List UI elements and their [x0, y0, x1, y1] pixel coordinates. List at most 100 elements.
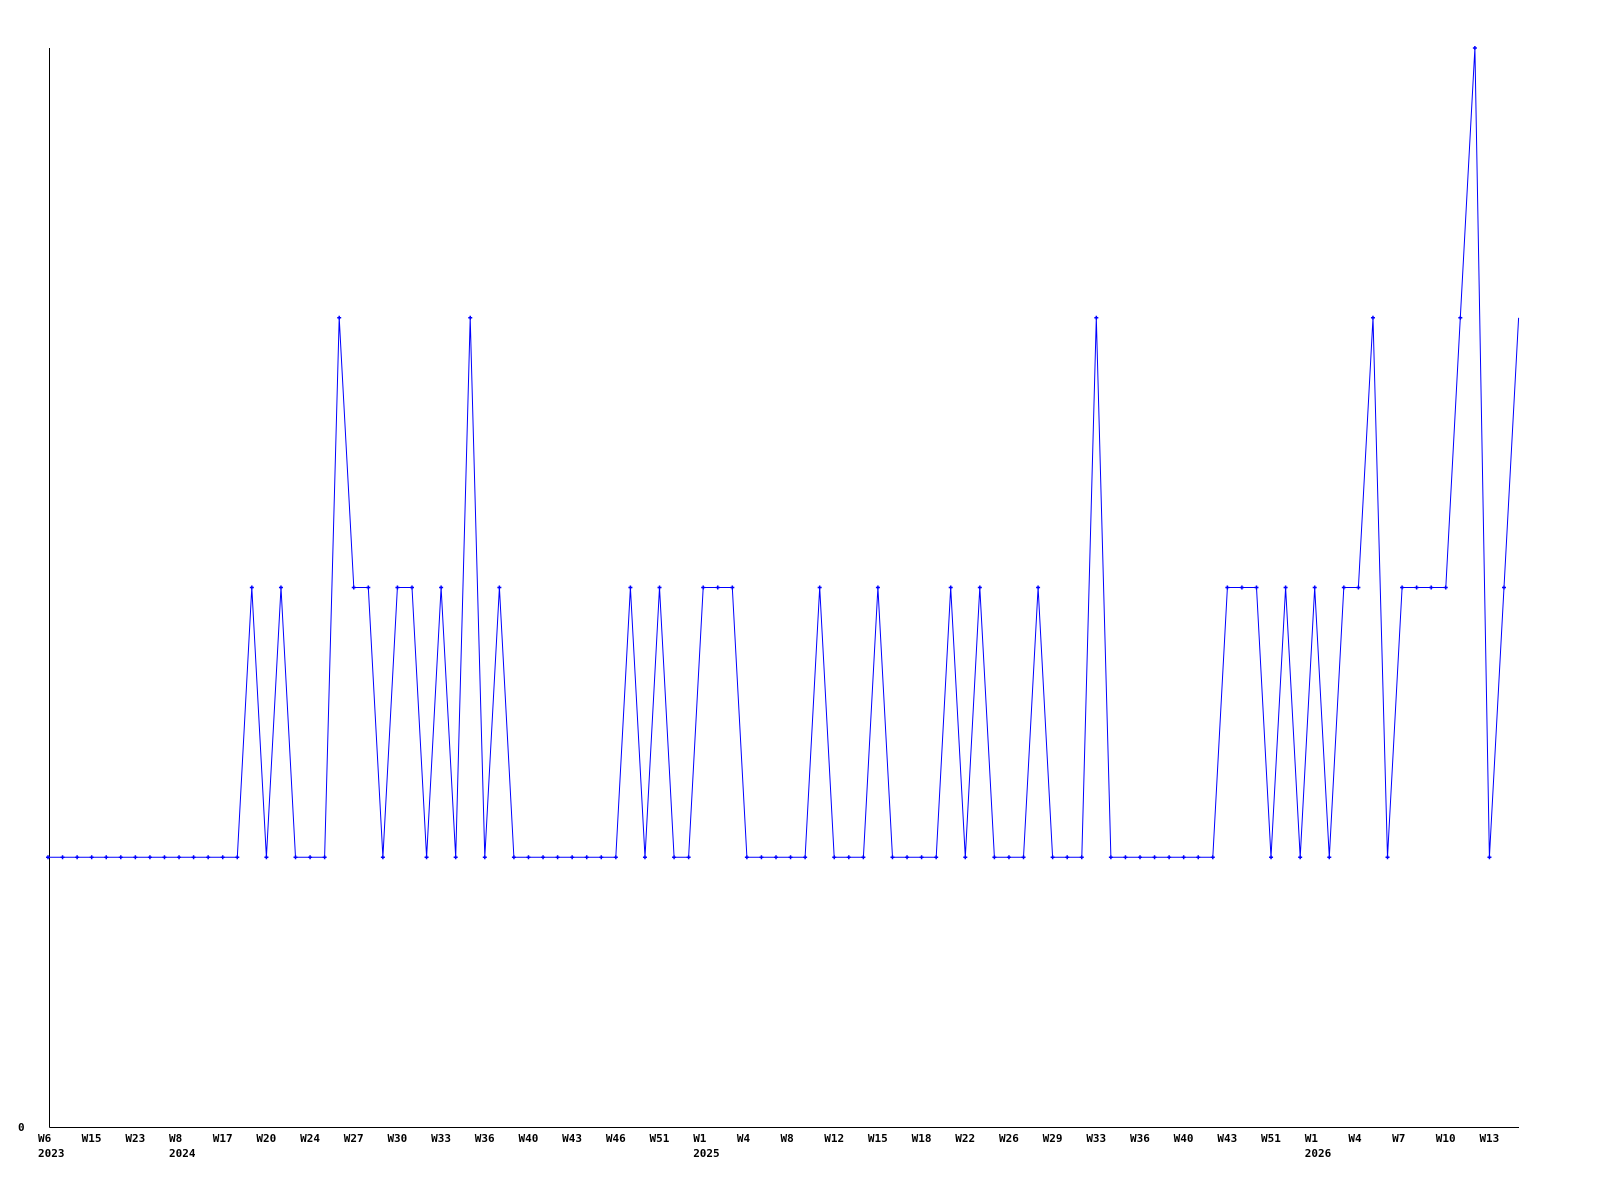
data-point	[934, 855, 939, 860]
data-point	[570, 855, 575, 860]
data-point	[919, 855, 924, 860]
x-tick-label: W33	[1086, 1132, 1106, 1145]
data-point	[701, 585, 706, 590]
data-point	[264, 855, 269, 860]
x-tick-label: W12	[824, 1132, 844, 1145]
data-point	[220, 855, 225, 860]
data-point	[293, 855, 298, 860]
data-point	[584, 855, 589, 860]
data-point	[963, 855, 968, 860]
x-tick-label: W36	[475, 1132, 495, 1145]
series-line	[48, 47, 1520, 858]
data-point	[628, 585, 633, 590]
data-point	[1443, 585, 1448, 590]
data-point	[1225, 585, 1230, 590]
data-point	[526, 855, 531, 860]
data-point	[308, 855, 313, 860]
data-point	[337, 315, 342, 320]
data-point	[686, 855, 691, 860]
data-point	[468, 315, 473, 320]
data-point	[1108, 855, 1113, 860]
data-point	[1298, 855, 1303, 860]
data-point	[1283, 585, 1288, 590]
data-point	[861, 855, 866, 860]
data-point	[1210, 855, 1215, 860]
data-point	[1341, 585, 1346, 590]
data-point	[497, 585, 502, 590]
x-tick-label: W15	[82, 1132, 102, 1145]
data-point	[875, 585, 880, 590]
data-point	[657, 585, 662, 590]
data-point	[1327, 855, 1332, 860]
data-point	[1356, 585, 1361, 590]
data-point	[104, 855, 109, 860]
x-tick-label: W1	[693, 1132, 707, 1145]
data-point	[1138, 855, 1142, 860]
x-tick-label: W24	[300, 1132, 320, 1145]
data-point	[1006, 855, 1011, 860]
x-tick-label: W6	[38, 1132, 52, 1145]
data-point	[177, 855, 182, 860]
data-point	[1021, 855, 1026, 860]
data-point	[1167, 855, 1172, 860]
x-tick-label: W29	[1043, 1132, 1063, 1145]
data-point	[380, 855, 385, 860]
data-point	[89, 855, 94, 860]
data-point	[613, 855, 618, 860]
x-tick-label: W20	[256, 1132, 276, 1145]
data-point	[803, 855, 808, 860]
data-point	[642, 855, 647, 860]
data-point	[1196, 855, 1201, 860]
x-tick-label: W17	[213, 1132, 233, 1145]
data-point	[1370, 315, 1375, 320]
x-tick-label: W10	[1436, 1132, 1456, 1145]
year-label: 2024	[169, 1147, 196, 1160]
x-tick-label: W51	[650, 1132, 670, 1145]
data-point	[351, 585, 356, 590]
data-point	[1312, 585, 1317, 590]
data-point	[774, 855, 778, 860]
data-point	[744, 855, 749, 860]
y-tick-label: 0	[18, 1121, 25, 1134]
x-tick-label: W46	[606, 1132, 626, 1145]
x-tick-label: W51	[1261, 1132, 1281, 1145]
x-tick-label: W4	[1348, 1132, 1362, 1145]
x-tick-label: W23	[125, 1132, 145, 1145]
x-tick-label: W7	[1392, 1132, 1405, 1145]
data-point	[278, 585, 283, 590]
data-point	[410, 585, 414, 590]
x-tick-label: W36	[1130, 1132, 1150, 1145]
x-tick-label: W30	[387, 1132, 407, 1145]
x-tick-label: W33	[431, 1132, 451, 1145]
data-point	[832, 855, 837, 860]
data-point	[60, 855, 65, 860]
data-point	[75, 855, 80, 860]
data-point	[977, 585, 982, 590]
data-point	[1400, 585, 1405, 590]
data-point	[1269, 855, 1274, 860]
data-point	[1123, 855, 1128, 860]
data-point	[846, 855, 851, 860]
x-tick-label: W8	[169, 1132, 182, 1145]
data-point	[511, 855, 516, 860]
data-point	[1079, 855, 1084, 860]
x-tick-label: W43	[1217, 1132, 1237, 1145]
data-point	[235, 855, 240, 860]
data-point	[322, 855, 327, 860]
data-point	[672, 855, 677, 860]
data-point	[191, 855, 196, 860]
data-point	[817, 585, 822, 590]
data-point	[1414, 585, 1419, 590]
x-tick-label: W15	[868, 1132, 888, 1145]
data-point	[1429, 585, 1434, 590]
data-point	[759, 855, 764, 860]
data-point	[905, 855, 910, 860]
year-label: 2026	[1305, 1147, 1332, 1160]
x-tick-label: W18	[912, 1132, 932, 1145]
data-point	[541, 855, 546, 860]
data-point	[788, 855, 793, 860]
data-point	[439, 585, 444, 590]
data-point	[1385, 855, 1390, 860]
x-tick-label: W27	[344, 1132, 364, 1145]
data-point	[730, 585, 735, 590]
